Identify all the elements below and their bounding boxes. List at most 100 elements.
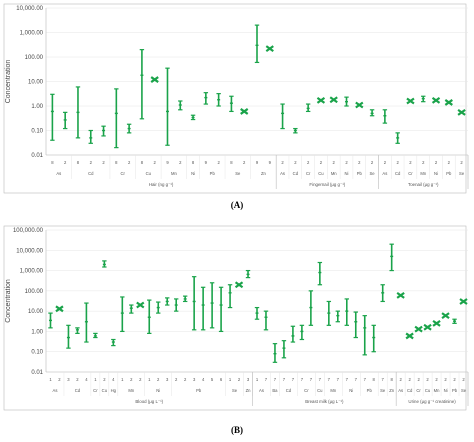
n-label: 7 [301,377,304,382]
n-label: 7 [355,377,358,382]
n-label: 2 [320,160,323,165]
element-label: Cd [293,171,299,176]
chart-frame [3,225,467,411]
element-label: Cr [416,388,421,393]
n-label: 3 [193,377,196,382]
n-label: 2 [238,377,241,382]
y-tick-label: 0.01 [31,153,43,159]
range-marker [396,291,405,299]
range-marker [457,108,466,116]
n-label: 2 [345,160,348,165]
element-label: Cd [75,388,81,393]
n-label: 2 [435,160,438,165]
n-label: 9 [166,160,169,165]
element-label: Zn [261,171,267,176]
n-label: 3 [166,377,169,382]
element-label: As [53,388,58,393]
n-label: 9 [205,160,208,165]
element-label: Pb [367,388,373,393]
n-label: 2 [399,377,402,382]
y-tick-label: 1,000.00 [20,269,44,275]
n-label: 2 [179,160,182,165]
range-marker [234,281,244,289]
n-label: 2 [243,160,246,165]
n-label: 2 [58,377,61,382]
chart-a: 0.01 0.10 1.00 10.00 100.00 1,000.00 10,000.00… [3,3,469,194]
n-label: 2 [384,160,387,165]
element-label: Cd [286,388,292,393]
group-label: Breast milk (μg L⁻¹) [305,399,344,404]
range-marker [136,301,145,309]
range-marker [405,332,414,340]
n-label: 7 [274,377,277,382]
chart-frame [3,3,467,194]
element-label: Pb [210,171,216,176]
n-label: 7 [283,377,286,382]
element-label: Mn [420,171,426,176]
y-tick-label: 0.01 [31,370,43,376]
n-label: 2 [409,160,412,165]
range-marker [414,325,423,333]
y-tick-label: 100,000.00 [13,228,44,234]
n-label: 4 [85,377,88,382]
n-label: 2 [444,377,447,382]
n-label: 7 [337,377,340,382]
y-tick-label: 1,000.00 [20,31,44,37]
range-marker [444,99,453,106]
element-label: Se [235,171,241,176]
n-label: 2 [139,377,142,382]
n-label: 7 [319,377,322,382]
n-label: 2 [422,160,425,165]
n-label: 2 [408,377,411,382]
n-label: 2 [184,377,187,382]
n-label: 7 [346,377,349,382]
n-label: 2 [460,160,463,165]
element-label: As [280,171,285,176]
n-label: 2 [154,160,157,165]
n-label: 2 [358,160,361,165]
range-marker [329,96,338,104]
n-label: 5 [211,377,214,382]
n-label: 2 [294,160,297,165]
range-marker [431,96,441,104]
n-label: 1 [49,377,52,382]
element-label: Cu [318,171,324,176]
element-label: Pb [196,388,202,393]
element-label: Cu [425,388,431,393]
panel-label-b: (B) [231,425,243,435]
group-label: Toenail (μg g⁻¹) [408,182,439,187]
element-label: Mn [128,388,134,393]
element-label: Cr [408,171,413,176]
n-label: 7 [364,377,367,382]
n-label: 2 [128,160,131,165]
n-label: 8 [373,377,376,382]
n-label: 8 [77,160,80,165]
element-label: Pb [452,388,458,393]
range-marker [150,76,159,83]
n-label: 2 [396,160,399,165]
range-marker [265,45,274,53]
group-label: Hair (ng g⁻¹) [149,182,174,187]
n-label: 2 [217,160,220,165]
y-tick-label: 1.00 [31,329,43,335]
element-label: Mn [331,171,337,176]
element-label: Cu [102,388,108,393]
n-label: 3 [67,377,70,382]
range-marker [423,323,432,331]
panel-label-a: (A) [230,200,244,210]
y-tick-label: 10.00 [28,80,44,86]
n-label: 4 [112,377,115,382]
n-label: 1 [121,377,124,382]
element-label: As [382,171,387,176]
element-label: Ni [156,388,160,393]
n-label: 2 [435,377,438,382]
range-marker [432,319,441,327]
element-label: Cu [146,171,152,176]
element-label: Zn [389,388,395,393]
n-label: 2 [281,160,284,165]
n-label: 1 [256,377,259,382]
element-label: Pb [446,171,452,176]
element-label: Mn [434,388,440,393]
element-label: As [56,171,61,176]
y-axis-label: Concentration [5,279,12,323]
